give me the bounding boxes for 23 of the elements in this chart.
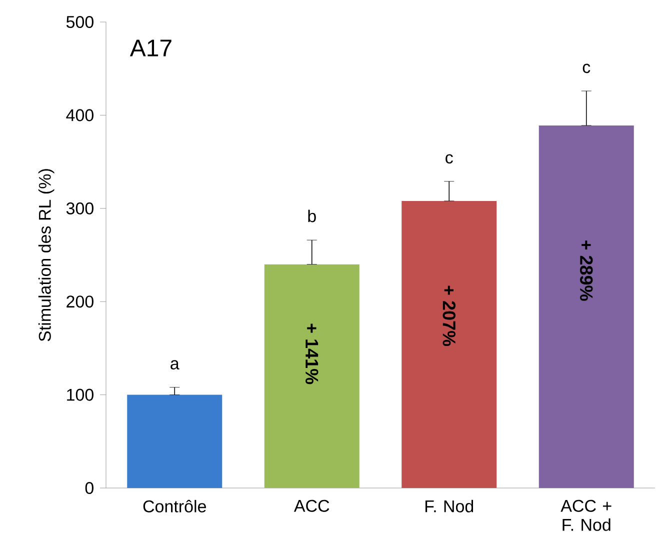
bar	[538, 125, 634, 488]
y-tick-label: 400	[66, 109, 94, 122]
bar	[402, 200, 497, 488]
y-tick-label: 200	[66, 296, 94, 308]
annotation: c	[446, 154, 453, 164]
annotation: + 207%	[442, 286, 456, 346]
x-tick-label: Contrôle	[143, 500, 206, 512]
bar	[264, 264, 360, 488]
y-tick-label: 300	[66, 202, 94, 214]
annotation: c	[582, 64, 590, 74]
annotation: a	[170, 360, 180, 370]
y-axis-title: Stimulation des RL (%)	[38, 169, 54, 342]
x-tick-label: ACC	[294, 500, 330, 512]
y-tick-label: 500	[66, 16, 94, 28]
annotation: + 289%	[580, 240, 593, 301]
text: A17	[130, 40, 172, 56]
y-tick-label: 0	[85, 482, 94, 494]
x-tick-label: ACC + F. Nod	[560, 500, 612, 531]
y-tick-label: 100	[67, 388, 94, 401]
annotation: b	[308, 210, 316, 222]
annotation: + 141%	[306, 324, 318, 384]
x-tick-label: F. Nod	[425, 500, 474, 512]
bar	[127, 394, 222, 488]
